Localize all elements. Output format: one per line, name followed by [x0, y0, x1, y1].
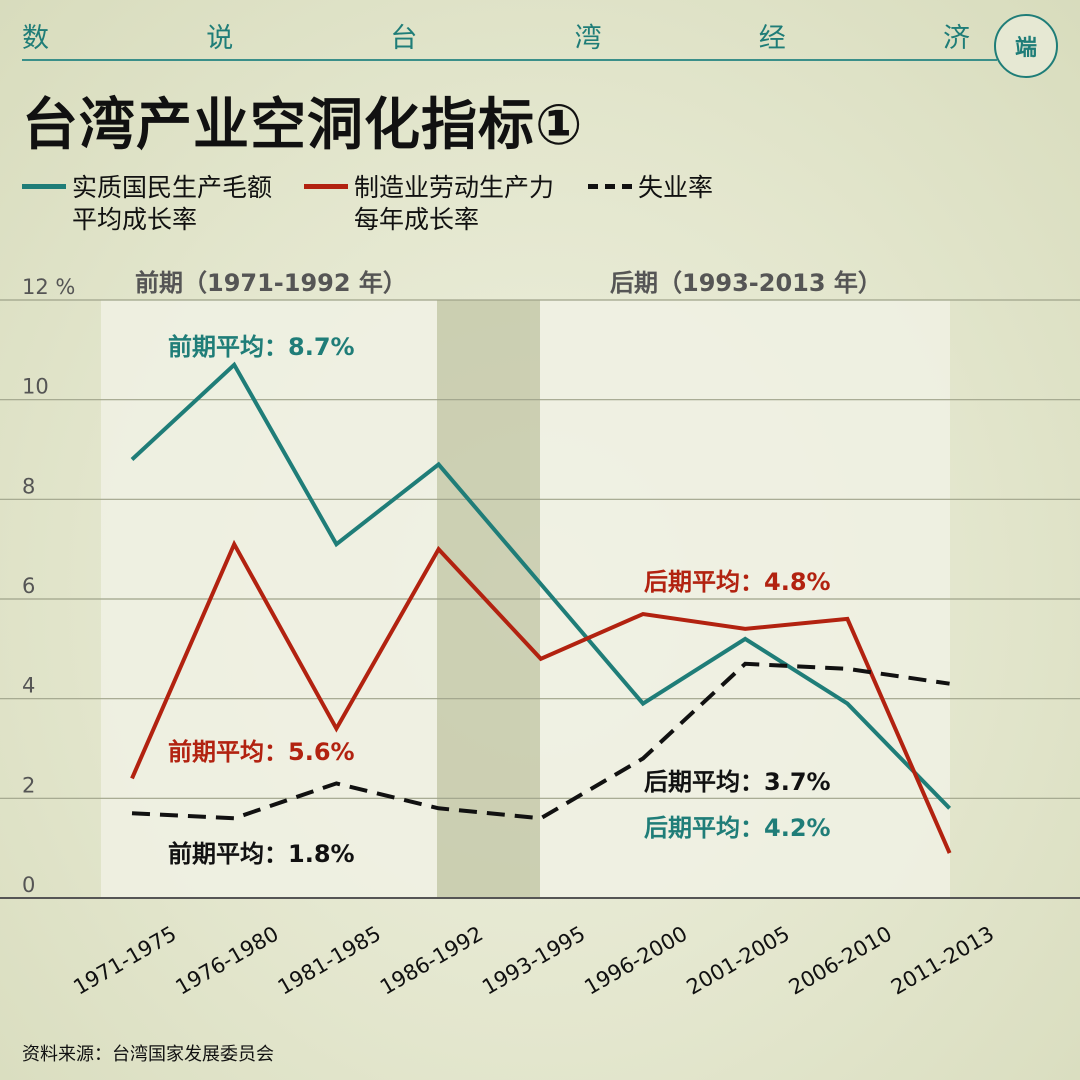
y-tick-label: 6 — [22, 574, 35, 598]
source-note: 资料来源：台湾国家发展委员会 — [22, 1044, 274, 1065]
y-tick-label: 12 % — [22, 275, 75, 299]
legend-label-line1: 失业率 — [638, 173, 714, 202]
header: 数 说 台 湾 经 济 端 — [0, 0, 1080, 78]
y-tick-label: 10 — [22, 375, 49, 399]
series-title: 数 说 台 湾 经 济 — [22, 16, 972, 55]
logo-text: 端 — [1014, 36, 1037, 61]
x-tick-label: 1996-2000 — [580, 922, 691, 1000]
series-line-2 — [131, 661, 950, 821]
legend-label-line2: 每年成长率 — [354, 205, 480, 234]
x-tick-label: 2001-2005 — [683, 922, 794, 1000]
chart-legend: 实质国民生产毛额 平均成长率 制造业劳动生产力 每年成长率 失业率 — [22, 172, 1062, 242]
series-char: 湾 — [574, 23, 604, 54]
series-char: 说 — [206, 23, 236, 54]
legend-item-gnp: 实质国民生产毛额 平均成长率 — [22, 172, 272, 236]
legend-item-unemployment: 失业率 — [588, 172, 713, 204]
y-tick-label: 0 — [22, 873, 35, 897]
series-char: 数 — [22, 23, 51, 54]
x-tick-label: 2011-2013 — [887, 922, 998, 1000]
annotation-gnp-early: 前期平均：8.7% — [168, 333, 355, 361]
legend-label-line1: 制造业劳动生产力 — [354, 173, 555, 202]
x-tick-label: 1981-1985 — [274, 922, 385, 1000]
legend-swatch-productivity — [304, 184, 348, 189]
y-tick-label: 4 — [22, 674, 35, 698]
series-char: 济 — [942, 23, 972, 54]
x-tick-label: 2006-2010 — [785, 922, 896, 1000]
legend-swatch-unemployment — [588, 184, 632, 189]
annotation-productivity-late: 后期平均：4.8% — [644, 568, 831, 596]
x-tick-label: 1971-1975 — [69, 922, 180, 1000]
series-line-0 — [130, 361, 952, 810]
legend-swatch-gnp — [22, 184, 66, 189]
x-tick-label: 1993-1995 — [478, 922, 589, 1000]
series-char: 经 — [758, 23, 788, 54]
legend-label-line1: 实质国民生产毛额 — [72, 173, 273, 202]
logo: 端 — [994, 14, 1058, 78]
period-label-early: 前期（1971-1992 年） — [135, 269, 407, 297]
annotation-gnp-late: 后期平均：4.2% — [644, 814, 831, 842]
header-divider — [22, 59, 997, 61]
annotation-unemployment-early: 前期平均：1.8% — [168, 840, 355, 868]
annotation-productivity-early: 前期平均：5.6% — [168, 738, 355, 766]
period-label-late: 后期（1993-2013 年） — [610, 269, 882, 297]
legend-item-productivity: 制造业劳动生产力 每年成长率 — [304, 172, 554, 236]
page-title: 台湾产业空洞化指标① — [22, 93, 584, 158]
y-tick-label: 8 — [22, 474, 35, 498]
x-tick-label: 1986-1992 — [376, 922, 487, 1000]
annotation-unemployment-late: 后期平均：3.7% — [644, 768, 831, 796]
y-tick-label: 2 — [22, 773, 35, 797]
legend-label-line2: 平均成长率 — [72, 205, 198, 234]
series-char: 台 — [390, 23, 420, 54]
x-tick-label: 1976-1980 — [172, 922, 283, 1000]
